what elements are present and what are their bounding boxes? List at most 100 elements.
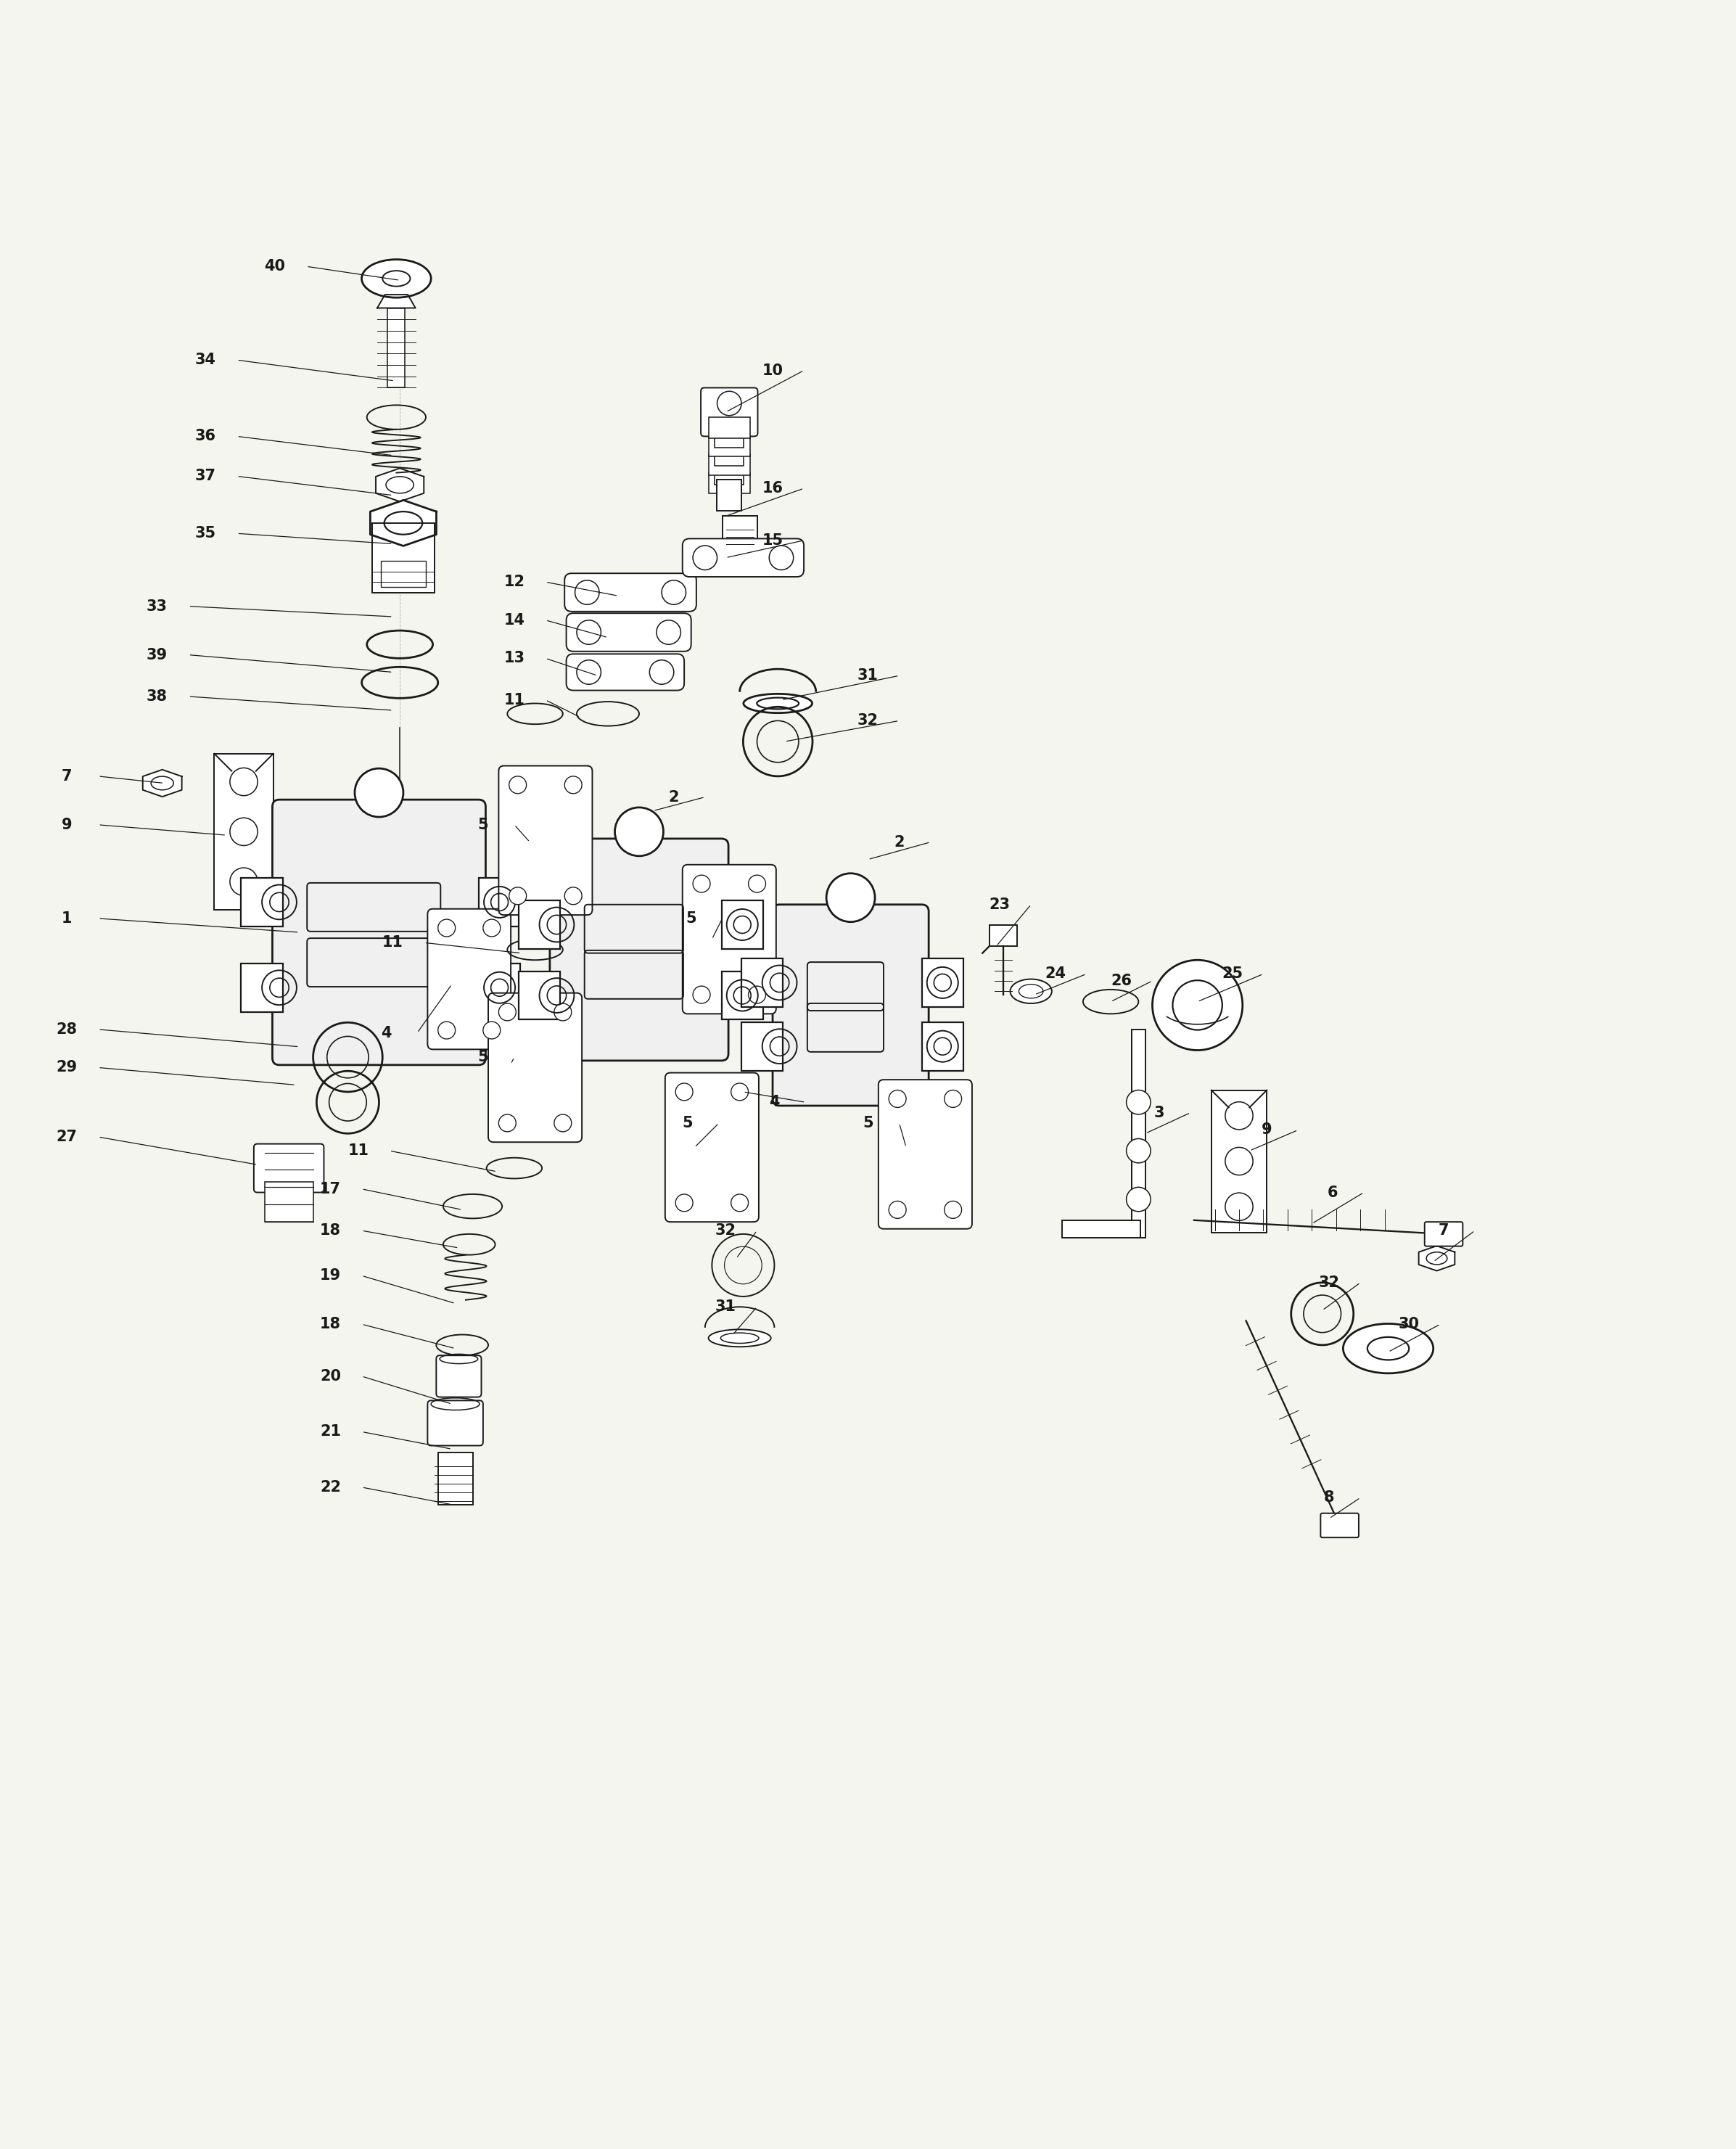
- Circle shape: [731, 1083, 748, 1100]
- Circle shape: [693, 986, 710, 1004]
- Circle shape: [1226, 1193, 1253, 1221]
- FancyBboxPatch shape: [253, 1143, 325, 1193]
- Circle shape: [693, 546, 717, 569]
- FancyBboxPatch shape: [682, 539, 804, 576]
- Text: 10: 10: [762, 363, 783, 378]
- Circle shape: [615, 808, 663, 855]
- Circle shape: [229, 819, 257, 845]
- Circle shape: [483, 1021, 500, 1038]
- FancyBboxPatch shape: [665, 1072, 759, 1223]
- FancyBboxPatch shape: [427, 909, 510, 1049]
- Text: 27: 27: [56, 1130, 78, 1143]
- Bar: [922, 1023, 963, 1070]
- Text: 5: 5: [682, 1115, 693, 1130]
- Text: 9: 9: [61, 817, 73, 832]
- Circle shape: [1226, 1148, 1253, 1176]
- Bar: [1212, 1090, 1267, 1231]
- Text: 38: 38: [146, 690, 168, 703]
- Circle shape: [498, 1115, 516, 1133]
- Circle shape: [576, 660, 601, 683]
- FancyBboxPatch shape: [682, 864, 776, 1014]
- Text: 5: 5: [863, 1115, 873, 1130]
- Circle shape: [229, 868, 257, 896]
- Circle shape: [1127, 1139, 1151, 1163]
- Text: 28: 28: [56, 1023, 78, 1036]
- Circle shape: [1226, 1102, 1253, 1130]
- Text: 4: 4: [769, 1096, 779, 1109]
- Text: 22: 22: [319, 1481, 340, 1494]
- Text: 17: 17: [319, 1182, 340, 1197]
- Text: 11: 11: [503, 692, 524, 707]
- Ellipse shape: [708, 1330, 771, 1347]
- Bar: [741, 1023, 783, 1070]
- Circle shape: [693, 875, 710, 892]
- FancyBboxPatch shape: [773, 905, 929, 1107]
- FancyBboxPatch shape: [427, 1401, 483, 1446]
- Text: 13: 13: [503, 651, 524, 666]
- Text: 20: 20: [319, 1369, 340, 1384]
- Bar: [922, 958, 963, 1008]
- Circle shape: [826, 872, 875, 922]
- Bar: [437, 1453, 472, 1504]
- Circle shape: [649, 660, 674, 683]
- FancyBboxPatch shape: [564, 574, 696, 612]
- FancyBboxPatch shape: [566, 612, 691, 651]
- FancyBboxPatch shape: [566, 653, 684, 690]
- Circle shape: [509, 888, 526, 905]
- Circle shape: [575, 580, 599, 604]
- Bar: [741, 958, 783, 1008]
- Bar: [519, 971, 561, 1019]
- Text: 32: 32: [858, 713, 878, 729]
- Text: 40: 40: [264, 260, 285, 273]
- Bar: [241, 963, 283, 1012]
- Text: 1: 1: [62, 911, 73, 926]
- Text: 36: 36: [194, 430, 217, 443]
- Text: 18: 18: [319, 1223, 340, 1238]
- Bar: [1062, 1221, 1141, 1238]
- Circle shape: [748, 875, 766, 892]
- Text: 9: 9: [1262, 1122, 1272, 1137]
- Circle shape: [1153, 961, 1243, 1051]
- Text: 33: 33: [146, 600, 168, 612]
- Text: 14: 14: [503, 612, 524, 628]
- Circle shape: [437, 1021, 455, 1038]
- Text: 29: 29: [56, 1059, 78, 1074]
- Bar: [708, 453, 750, 475]
- Text: 5: 5: [686, 911, 696, 926]
- Text: 30: 30: [1399, 1317, 1420, 1332]
- Circle shape: [498, 1004, 516, 1021]
- Bar: [990, 926, 1017, 946]
- FancyBboxPatch shape: [550, 838, 729, 1062]
- Text: 24: 24: [1045, 967, 1066, 982]
- Text: 32: 32: [1319, 1274, 1340, 1289]
- Text: 26: 26: [1111, 973, 1132, 989]
- Text: 34: 34: [194, 352, 217, 367]
- Text: 11: 11: [382, 935, 403, 950]
- Ellipse shape: [743, 694, 812, 713]
- Text: 11: 11: [347, 1143, 368, 1158]
- Polygon shape: [1418, 1246, 1455, 1270]
- Text: 3: 3: [1154, 1105, 1165, 1120]
- Text: 7: 7: [1439, 1223, 1450, 1238]
- Circle shape: [483, 920, 500, 937]
- Bar: [717, 479, 741, 511]
- Text: 2: 2: [894, 834, 904, 849]
- Text: 16: 16: [762, 481, 783, 496]
- Circle shape: [748, 986, 766, 1004]
- FancyBboxPatch shape: [1321, 1513, 1359, 1537]
- Text: 8: 8: [1325, 1491, 1335, 1504]
- Circle shape: [1127, 1186, 1151, 1212]
- Text: 25: 25: [1222, 967, 1243, 982]
- Circle shape: [656, 621, 681, 645]
- Bar: [479, 963, 521, 1012]
- Text: 6: 6: [1328, 1184, 1338, 1199]
- Text: 23: 23: [990, 898, 1010, 911]
- Circle shape: [661, 580, 686, 604]
- FancyBboxPatch shape: [273, 799, 486, 1066]
- Text: 4: 4: [380, 1025, 391, 1040]
- Text: 2: 2: [668, 791, 679, 804]
- Text: 35: 35: [194, 527, 217, 542]
- Bar: [722, 516, 757, 548]
- Circle shape: [354, 769, 403, 817]
- Polygon shape: [375, 468, 424, 501]
